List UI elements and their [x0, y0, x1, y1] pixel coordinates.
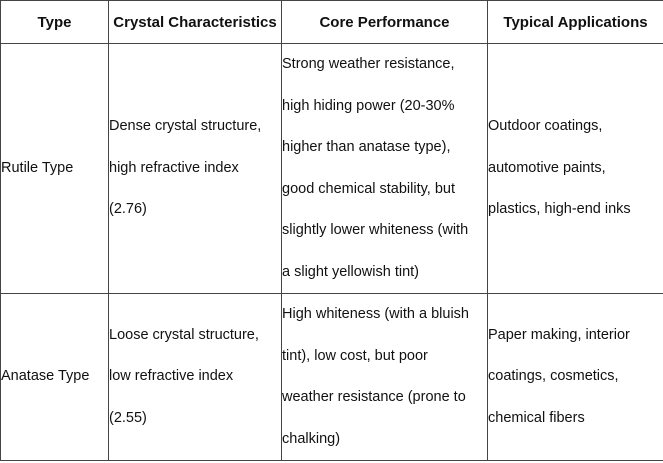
cell-line: (2.55): [109, 409, 147, 426]
cell-line: higher than anatase type),: [282, 139, 451, 155]
cell-line: Anatase Type: [1, 368, 90, 385]
table-cell: Loose crystal structure, low refractive i…: [108, 293, 282, 461]
cell-line: weather resistance (prone to: [282, 389, 466, 405]
cell-line: Rutile Type: [1, 159, 74, 176]
table-cell: Paper making, interior coatings, cosmetic…: [487, 293, 663, 461]
cell-line: low refractive index: [109, 368, 234, 385]
cell-line: Dense crystal structure,: [109, 118, 262, 135]
table-cell: Anatase Type: [0, 293, 109, 461]
header-cell: Typical Applications: [487, 0, 663, 44]
table-cell: Rutile Type: [0, 43, 109, 294]
header-cell: Type: [0, 0, 109, 44]
cell-line: a slight yellowish tint): [282, 263, 419, 280]
table-cell: Dense crystal structure, high refractive …: [108, 43, 282, 294]
cell-line: tint), low cost, but poor: [282, 347, 428, 364]
table-row: Anatase Type Loose crystal structure, low …: [0, 293, 663, 461]
cell-line: High whiteness (with a bluish: [282, 306, 469, 322]
cell-line: automotive paints,: [488, 159, 606, 176]
cell-line: Outdoor coatings,: [488, 118, 603, 135]
cell-line: chemical fibers: [488, 409, 585, 426]
cell-line: Strong weather resistance,: [282, 56, 455, 72]
header-cell: Core Performance: [281, 0, 488, 44]
header-cell: Crystal Characteristics: [108, 0, 282, 44]
table-cell: Strong weather resistance, high hiding po…: [281, 43, 488, 294]
cell-line: slightly lower whiteness (with: [282, 222, 469, 238]
cell-line: good chemical stability, but: [282, 180, 456, 197]
cell-line: Paper making, interior: [488, 326, 630, 343]
table-cell: Outdoor coatings, automotive paints, plast…: [487, 43, 663, 294]
cell-line: plastics, high-end inks: [488, 201, 631, 218]
cell-line: chalking): [282, 430, 341, 447]
cell-line: high hiding power (20-30%: [282, 97, 455, 114]
cell-line: Loose crystal structure,: [109, 326, 259, 343]
cell-line: (2.76): [109, 201, 147, 218]
table-row: Rutile Type Dense crystal structure, high …: [0, 43, 663, 294]
table-cell: High whiteness (with a bluish tint), low …: [281, 293, 488, 461]
cell-line: high refractive index: [109, 159, 239, 176]
cell-line: coatings, cosmetics,: [488, 368, 619, 385]
header-row: Type Crystal Characteristics Core Performa…: [0, 0, 663, 44]
